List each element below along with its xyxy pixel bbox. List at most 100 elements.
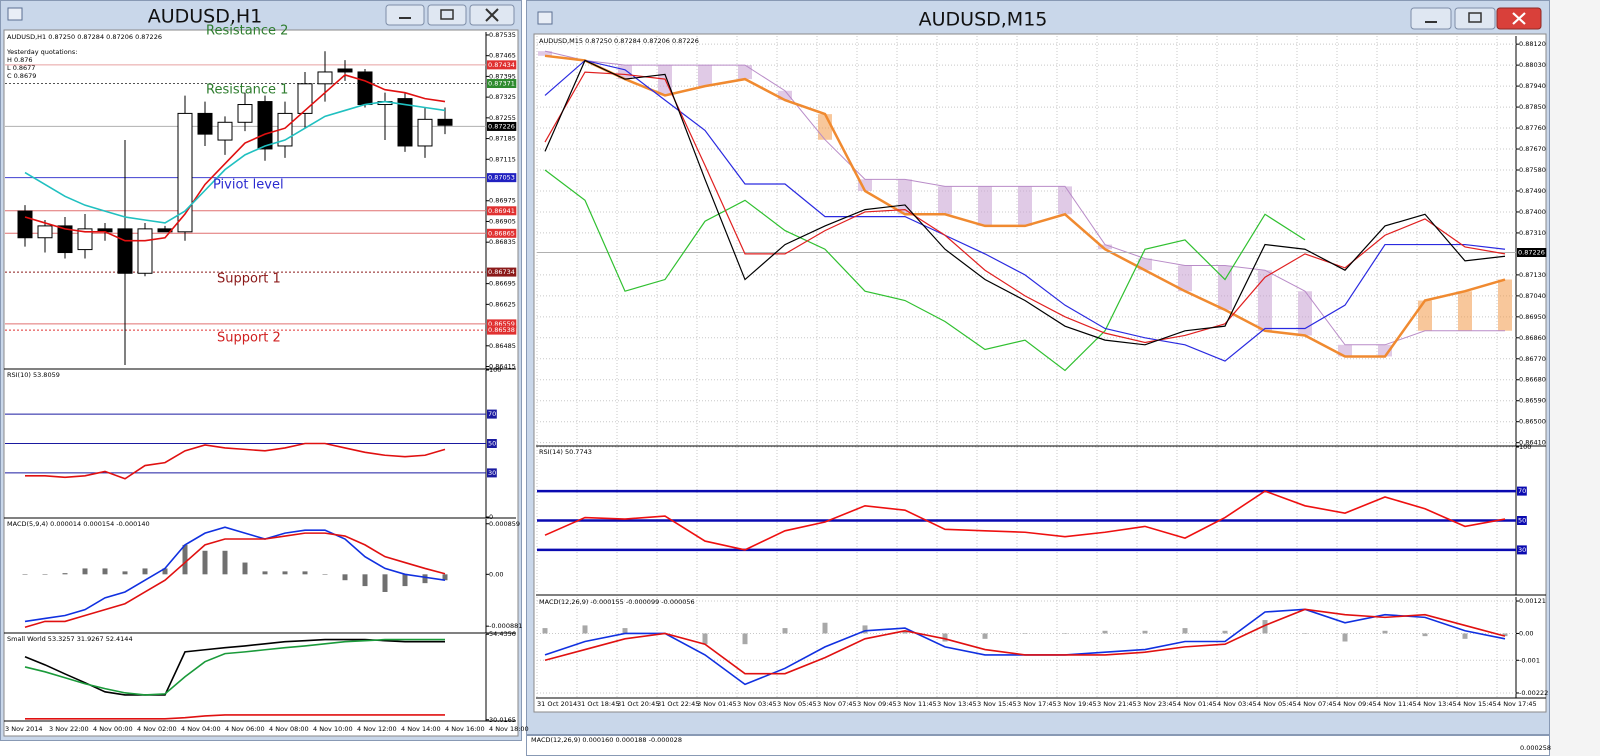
histogram-bar	[1342, 633, 1348, 642]
bottom-header: MACD(12,26,9) 0.000160 0.000188 -0.00002…	[531, 736, 682, 744]
level-label-box	[487, 79, 517, 89]
x-tick-label: 3 Nov 15:45	[977, 700, 1017, 708]
level-label: 0.87053	[488, 174, 515, 182]
y-tick-label: 0.86590	[1519, 397, 1546, 405]
level-label: 0.86941	[488, 207, 515, 215]
annotation: Piviot level	[213, 178, 284, 193]
maximize-button[interactable]	[427, 4, 467, 26]
y-tick-label: 100	[1519, 443, 1531, 451]
candle-body	[397, 98, 413, 147]
level-label-box	[487, 409, 497, 419]
candle-body	[57, 225, 73, 254]
histogram-bar	[162, 568, 168, 575]
x-tick-label: 3 Nov 01:45	[697, 700, 737, 708]
indicator-line	[24, 532, 446, 629]
level-label: 0.87226	[488, 122, 515, 130]
y-tick-label: 0.86625	[489, 300, 516, 308]
y-tick-label: 0.88120	[1519, 40, 1546, 48]
y-tick-label: -0.000881	[489, 622, 522, 630]
pane-header: MACD(12,26,9) -0.000155 -0.000099 -0.000…	[539, 598, 695, 606]
candle-body	[437, 118, 453, 126]
level-label-box	[487, 319, 517, 329]
histogram-bar	[302, 571, 308, 575]
level-label-box	[487, 60, 517, 70]
histogram-bar	[322, 574, 328, 575]
histogram-bar	[1262, 620, 1268, 634]
x-tick-label: 31 Oct 2014	[537, 700, 577, 708]
y-tick-label: 0.87115	[489, 155, 516, 163]
x-tick-label: 4 Nov 03:45	[1217, 700, 1257, 708]
level-label: 70	[1518, 487, 1526, 495]
candle-body	[177, 112, 193, 233]
y-tick-label: 0.86950	[1519, 313, 1546, 321]
minimize-button[interactable]	[385, 4, 425, 26]
x-tick-label: 3 Nov 07:45	[817, 700, 857, 708]
y-tick-label: 0.000859	[489, 520, 520, 528]
level-label-box	[487, 121, 517, 131]
y-tick-label: 0.00	[489, 570, 503, 578]
level-label: 50	[488, 440, 496, 448]
histogram-bar	[1062, 633, 1068, 634]
level-label: 0.87226	[1518, 249, 1545, 257]
x-tick-label: 4 Nov 18:00	[489, 725, 529, 733]
level-label: 0.86559	[488, 320, 515, 328]
y-tick-label: 0.86770	[1519, 355, 1546, 363]
histogram-bar	[1222, 630, 1228, 634]
histogram-bar	[1422, 633, 1428, 637]
histogram-bar	[982, 633, 988, 639]
histogram-bar	[22, 574, 28, 575]
y-tick-label: 0.87395	[489, 72, 516, 80]
indicator-line	[544, 169, 1306, 372]
y-tick-label: 0.87040	[1519, 292, 1546, 300]
close-glyph	[485, 8, 499, 22]
level-label: 30	[1518, 546, 1526, 554]
x-tick-label: 4 Nov 11:45	[1377, 700, 1417, 708]
histogram-bar	[122, 571, 128, 575]
y-tick-label: 30.0165	[489, 716, 516, 724]
histogram-bar	[862, 625, 868, 634]
histogram-bar	[62, 573, 68, 575]
level-label: 30	[488, 469, 496, 477]
histogram-bar	[782, 628, 788, 634]
candle-body	[37, 225, 53, 239]
histogram-bar	[582, 625, 588, 634]
x-tick-label: 4 Nov 01:45	[1177, 700, 1217, 708]
y-tick-label: 0.86695	[489, 280, 516, 288]
y-tick-label: 0.87535	[489, 31, 516, 39]
x-tick-label: 4 Nov 07:45	[1297, 700, 1337, 708]
indicator-line	[25, 442, 446, 480]
level-label-box	[1517, 545, 1527, 555]
histogram-bar	[1302, 633, 1308, 634]
x-tick-label: 3 Nov 22:00	[49, 725, 89, 733]
candle-body	[237, 104, 253, 123]
candle-body	[317, 71, 333, 85]
restore-button[interactable]	[1454, 7, 1496, 30]
y-tick-label: 0.86485	[489, 342, 516, 350]
histogram-bar	[942, 633, 948, 642]
minimize-button[interactable]	[1410, 7, 1452, 30]
annotation: Support 1	[217, 272, 281, 287]
x-tick-label: 4 Nov 15:45	[1457, 700, 1497, 708]
pane-header: AUDUSD,H1 0.87250 0.87284 0.87206 0.8722…	[7, 33, 162, 41]
x-tick-label: 4 Nov 00:00	[93, 725, 133, 733]
candle-body	[77, 228, 93, 251]
histogram-bar	[202, 550, 208, 575]
indicator-line	[544, 59, 1506, 346]
x-tick-label: 31 Oct 20:45	[617, 700, 659, 708]
y-tick-label: 0.86975	[489, 197, 516, 205]
y-tick-label: 0.87760	[1519, 124, 1546, 132]
y-tick-label: 0.87325	[489, 93, 516, 101]
y-tick-label: 0.87130	[1519, 271, 1546, 279]
histogram-bar	[342, 574, 348, 581]
indicator-line	[24, 100, 446, 224]
histogram-bar	[222, 550, 228, 575]
histogram-bar	[242, 562, 248, 575]
y-tick-label: 0.87940	[1519, 82, 1546, 90]
histogram-bar	[422, 574, 428, 584]
maximize-glyph	[440, 9, 454, 20]
y-tick-label: 0.88030	[1519, 61, 1546, 69]
candle-body	[137, 228, 153, 274]
x-tick-label: 4 Nov 04:00	[181, 725, 221, 733]
histogram-bar	[382, 574, 388, 592]
indicator-line	[544, 71, 1506, 344]
